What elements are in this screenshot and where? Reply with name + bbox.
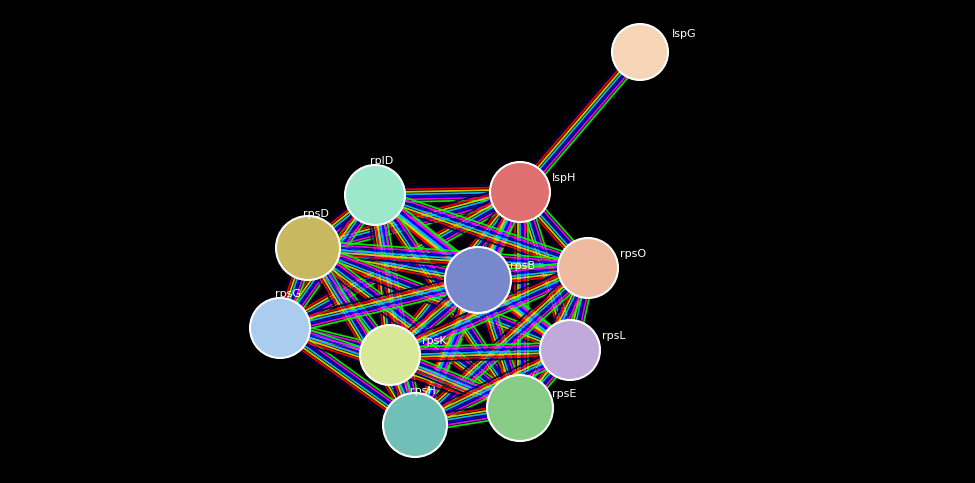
Circle shape	[487, 375, 553, 441]
Text: rpsE: rpsE	[552, 389, 576, 399]
Text: IspH: IspH	[552, 173, 576, 183]
Text: rpsG: rpsG	[275, 289, 301, 299]
Circle shape	[383, 393, 447, 457]
Circle shape	[345, 165, 405, 225]
Text: rpsD: rpsD	[303, 209, 329, 219]
Circle shape	[250, 298, 310, 358]
Text: rpsB: rpsB	[510, 261, 535, 271]
Circle shape	[445, 247, 511, 313]
Text: rpsK: rpsK	[422, 336, 447, 346]
Text: rplD: rplD	[370, 156, 393, 166]
Circle shape	[490, 162, 550, 222]
Text: rpsL: rpsL	[602, 331, 626, 341]
Circle shape	[540, 320, 600, 380]
Text: rpsO: rpsO	[620, 249, 646, 259]
Circle shape	[276, 216, 340, 280]
Circle shape	[612, 24, 668, 80]
Text: IspG: IspG	[672, 29, 696, 39]
Circle shape	[558, 238, 618, 298]
Circle shape	[360, 325, 420, 385]
Text: rpsH: rpsH	[410, 386, 436, 396]
